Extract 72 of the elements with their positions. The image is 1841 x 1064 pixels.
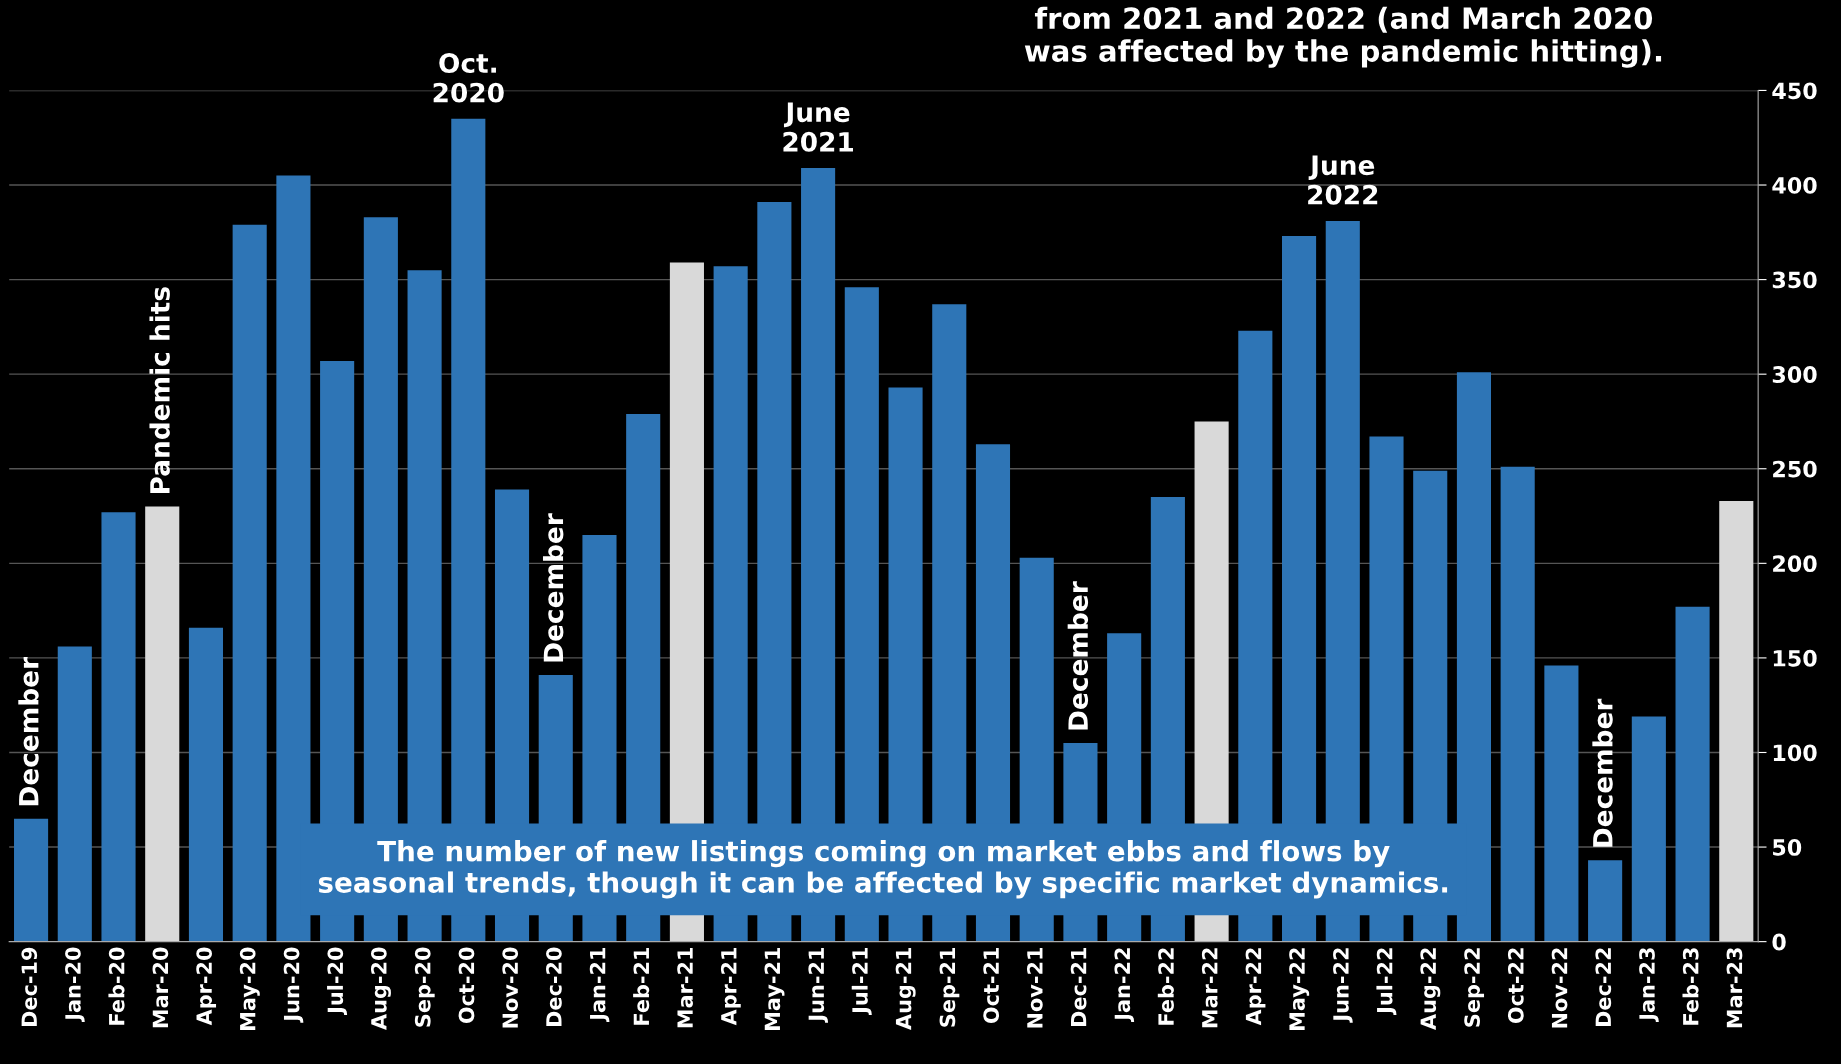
x-tick-label: Apr-20 xyxy=(196,947,217,1026)
x-tick-label: Jul-20 xyxy=(327,947,348,1016)
y-tick-label: 100 xyxy=(1773,744,1817,762)
x-tick-label: Sep-22 xyxy=(1464,948,1485,1027)
x-tick-label: Mar-20 xyxy=(152,947,169,1028)
x-tick-label: Dec-21 xyxy=(1070,947,1087,1026)
bar xyxy=(1588,860,1623,942)
x-tick-label: Jan-22 xyxy=(1114,948,1135,1022)
y-tick-label: 350 xyxy=(1772,271,1817,289)
annotation: December xyxy=(1067,581,1089,730)
y-tick-label: 0 xyxy=(1772,933,1786,951)
bar xyxy=(1500,466,1535,942)
y-tick-label: 250 xyxy=(1773,460,1817,478)
y-tick-label: 300 xyxy=(1772,366,1817,383)
bar xyxy=(14,818,49,942)
x-tick-label: Oct-21 xyxy=(983,947,1000,1024)
y-tick-label: 400 xyxy=(1772,176,1817,194)
x-tick-label: Jul-21 xyxy=(851,947,872,1016)
y-tick-label: 50 xyxy=(1773,839,1802,856)
bar xyxy=(232,224,267,942)
x-tick-label: Mar-21 xyxy=(677,947,693,1028)
x-tick-label: Aug-20 xyxy=(370,947,391,1030)
y-tick-label: 200 xyxy=(1773,555,1817,573)
x-tick-label: Mar-22 xyxy=(1201,948,1218,1028)
x-tick-label: May-22 xyxy=(1289,948,1310,1030)
x-tick-label: Aug-22 xyxy=(1420,948,1441,1030)
annotation: June 2022 xyxy=(1308,155,1378,205)
bar xyxy=(1631,716,1666,942)
x-tick-label: Jun-22 xyxy=(1333,948,1353,1023)
bar xyxy=(101,512,136,942)
x-tick-label: Feb-21 xyxy=(633,947,650,1025)
x-tick-label: Sep-21 xyxy=(939,947,960,1027)
annotation: June 2021 xyxy=(783,102,853,152)
bar xyxy=(188,627,224,942)
x-tick-label: Dec-22 xyxy=(1595,948,1612,1026)
y-tick-label: 450 xyxy=(1772,82,1817,100)
x-tick-label: Feb-23 xyxy=(1682,948,1699,1025)
x-tick-label: Apr-22 xyxy=(1245,948,1266,1026)
y-tick-label: 150 xyxy=(1773,649,1817,667)
annotation: Pandemic hits xyxy=(149,287,170,494)
annotation: The number of new listings coming on market ebbs and flows by seasonal trends, though it can be affected by specific market dynamics. xyxy=(318,840,1448,899)
x-tick-label: Feb-22 xyxy=(1157,948,1174,1025)
x-tick-label: Nov-22 xyxy=(1551,948,1568,1028)
x-tick-label: Jun-20 xyxy=(283,947,304,1023)
x-tick-label: Feb-20 xyxy=(108,947,125,1025)
x-tick-label: Jun-21 xyxy=(808,947,829,1023)
x-tick-label: Nov-20 xyxy=(502,947,519,1028)
bar xyxy=(145,506,180,942)
annotation: Oct. 2020 xyxy=(433,53,504,103)
annotation: December xyxy=(542,513,564,662)
bar xyxy=(1675,606,1710,942)
x-tick-label: Dec-20 xyxy=(546,947,562,1026)
x-tick-label: Jul-22 xyxy=(1376,948,1397,1016)
x-tick-label: Jan-20 xyxy=(65,947,85,1022)
x-tick-label: Apr-21 xyxy=(720,947,741,1026)
x-tick-label: Dec-19 xyxy=(21,947,38,1026)
bar xyxy=(57,646,92,942)
x-tick-label: Mar-23 xyxy=(1726,948,1743,1028)
x-tick-label: Oct-20 xyxy=(458,947,475,1024)
text: from 2021 and 2022 (and March 2020 was affected by the pandemic hitting). xyxy=(1024,6,1662,68)
x-tick-label: May-21 xyxy=(764,947,785,1030)
x-tick-label: Jan-23 xyxy=(1639,948,1659,1022)
bar xyxy=(1719,500,1754,942)
x-tick-label: Sep-20 xyxy=(414,947,435,1027)
x-tick-label: Oct-22 xyxy=(1507,948,1524,1024)
x-tick-label: Nov-21 xyxy=(1027,947,1043,1028)
bar xyxy=(1544,665,1579,942)
annotation: December xyxy=(1592,698,1613,847)
x-tick-label: Aug-21 xyxy=(895,947,916,1030)
x-tick-label: May-20 xyxy=(239,947,260,1030)
x-tick-label: Jan-21 xyxy=(589,947,610,1022)
annotation: December xyxy=(18,657,39,806)
